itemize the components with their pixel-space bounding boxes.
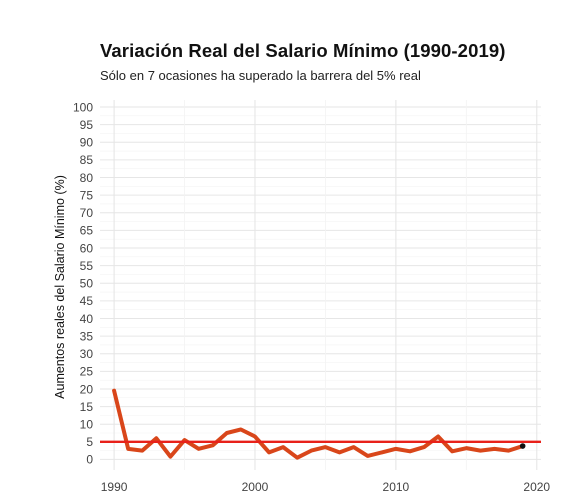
y-tick-label: 35	[80, 329, 94, 343]
y-tick-label: 50	[80, 277, 94, 291]
y-tick-labels: 0 5 10 15 20 25 30 35 40 45 50 55 60 65 70 75 80 85 90 95 10…	[73, 100, 93, 466]
y-tick-label: 55	[80, 259, 94, 273]
x-tick-label: 2020	[523, 480, 550, 494]
chart-subtitle: Sólo en 7 ocasiones ha superado la barre…	[100, 68, 421, 83]
y-tick-label: 15	[80, 400, 94, 414]
x-tick-label: 1990	[101, 480, 128, 494]
y-tick-label: 40	[80, 312, 94, 326]
y-axis-label: Aumentos reales del Salario Mínimo (%)	[53, 175, 67, 399]
endpoint-dot	[519, 443, 526, 449]
y-tick-label: 85	[80, 153, 94, 167]
y-tick-label: 65	[80, 224, 94, 238]
x-tick-labels: 1990 2000 2010 2020	[101, 480, 551, 494]
x-tick-label: 2010	[383, 480, 410, 494]
y-tick-label: 70	[80, 206, 94, 220]
y-tick-label: 60	[80, 241, 94, 255]
y-tick-label: 80	[80, 171, 94, 185]
y-tick-label: 100	[73, 100, 93, 114]
y-tick-label: 30	[80, 347, 94, 361]
y-tick-label: 0	[86, 453, 93, 467]
y-tick-label: 25	[80, 365, 94, 379]
y-tick-label: 45	[80, 294, 94, 308]
x-tick-label: 2000	[242, 480, 269, 494]
y-tick-label: 95	[80, 118, 94, 132]
chart-title: Variación Real del Salario Mínimo (1990-…	[100, 40, 506, 61]
gridlines	[100, 100, 541, 470]
y-tick-label: 90	[80, 136, 94, 150]
y-tick-label: 75	[80, 188, 94, 202]
y-tick-label: 10	[80, 417, 94, 431]
y-tick-label: 5	[86, 435, 93, 449]
y-tick-label: 20	[80, 382, 94, 396]
endpoint-group	[519, 443, 526, 449]
